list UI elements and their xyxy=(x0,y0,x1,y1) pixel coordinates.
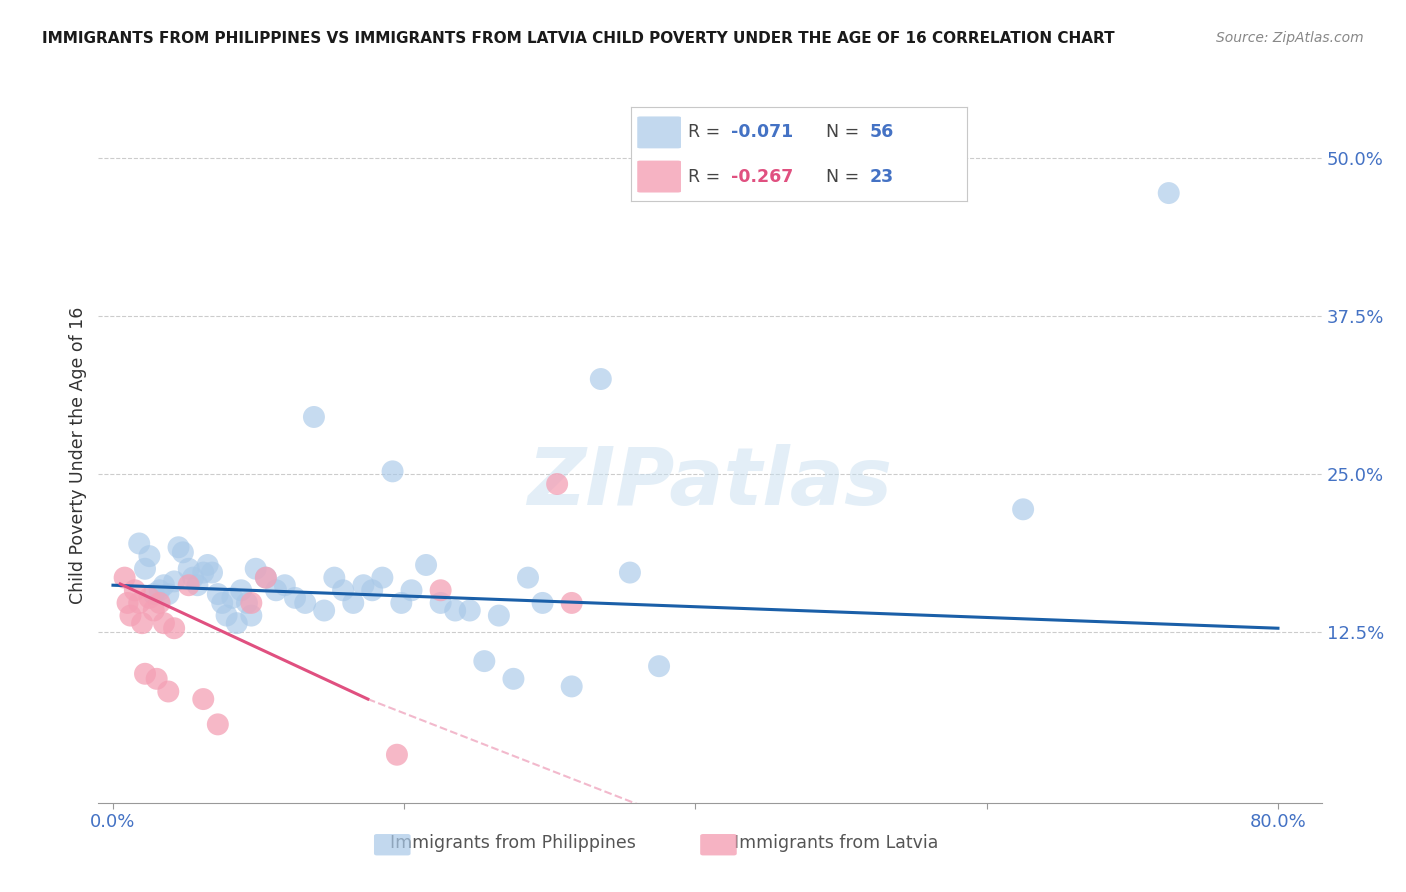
Point xyxy=(361,583,384,598)
Point xyxy=(389,596,412,610)
Point xyxy=(517,571,540,585)
Point xyxy=(124,583,146,598)
Point xyxy=(401,583,423,598)
Point xyxy=(561,596,583,610)
Point xyxy=(177,578,200,592)
Point xyxy=(207,717,229,731)
Point xyxy=(201,566,224,580)
Point xyxy=(429,596,451,610)
Point xyxy=(215,608,238,623)
Point xyxy=(120,608,142,623)
Point xyxy=(381,464,404,478)
Point xyxy=(142,587,165,601)
Point xyxy=(240,596,263,610)
Point xyxy=(134,666,156,681)
Point xyxy=(274,578,297,592)
Point xyxy=(221,591,243,605)
Point xyxy=(163,574,186,589)
Point xyxy=(157,684,180,698)
Point xyxy=(619,566,641,580)
Point xyxy=(294,596,316,610)
Point xyxy=(589,372,612,386)
Point xyxy=(163,621,186,635)
Point xyxy=(186,578,208,592)
Point xyxy=(197,558,219,572)
Point xyxy=(231,583,253,598)
Point xyxy=(472,654,495,668)
Point xyxy=(134,562,156,576)
Point xyxy=(149,583,172,598)
Point xyxy=(181,571,204,585)
Point xyxy=(131,616,153,631)
Point xyxy=(167,541,190,555)
Point xyxy=(138,549,160,563)
Point xyxy=(488,608,510,623)
Text: Source: ZipAtlas.com: Source: ZipAtlas.com xyxy=(1216,31,1364,45)
Point xyxy=(332,583,354,598)
Point xyxy=(1012,502,1035,516)
Point xyxy=(225,616,247,631)
Point xyxy=(352,578,374,592)
Point xyxy=(177,562,200,576)
Point xyxy=(240,608,263,623)
Point xyxy=(429,583,451,598)
Point xyxy=(546,477,568,491)
Point xyxy=(193,692,215,706)
Y-axis label: Child Poverty Under the Age of 16: Child Poverty Under the Age of 16 xyxy=(69,306,87,604)
Text: IMMIGRANTS FROM PHILIPPINES VS IMMIGRANTS FROM LATVIA CHILD POVERTY UNDER THE AG: IMMIGRANTS FROM PHILIPPINES VS IMMIGRANT… xyxy=(42,31,1115,46)
Text: Immigrants from Philippines: Immigrants from Philippines xyxy=(391,834,636,852)
Point xyxy=(145,672,167,686)
Point xyxy=(245,562,267,576)
Point xyxy=(648,659,671,673)
Point xyxy=(302,409,325,424)
Text: ZIPatlas: ZIPatlas xyxy=(527,443,893,522)
Point xyxy=(117,596,139,610)
Point xyxy=(157,587,180,601)
Point xyxy=(114,571,136,585)
Point xyxy=(254,571,277,585)
Point xyxy=(153,616,176,631)
Point xyxy=(415,558,437,572)
Point xyxy=(1157,186,1180,200)
Point xyxy=(458,603,481,617)
Point xyxy=(193,566,215,580)
Point xyxy=(264,583,287,598)
Point xyxy=(444,603,467,617)
Point xyxy=(254,571,277,585)
Point xyxy=(371,571,394,585)
Point xyxy=(342,596,364,610)
Point xyxy=(385,747,408,762)
Text: Immigrants from Latvia: Immigrants from Latvia xyxy=(734,834,939,852)
Point xyxy=(153,578,176,592)
Point xyxy=(561,680,583,694)
Point xyxy=(128,596,150,610)
Point xyxy=(323,571,346,585)
Point xyxy=(531,596,554,610)
Point xyxy=(314,603,336,617)
Point xyxy=(172,545,194,559)
Point xyxy=(142,603,165,617)
Point xyxy=(284,591,307,605)
Point xyxy=(128,536,150,550)
Point xyxy=(138,591,160,605)
Point xyxy=(236,596,259,610)
Point xyxy=(207,587,229,601)
Point xyxy=(502,672,524,686)
Point xyxy=(211,596,233,610)
Point xyxy=(149,596,172,610)
